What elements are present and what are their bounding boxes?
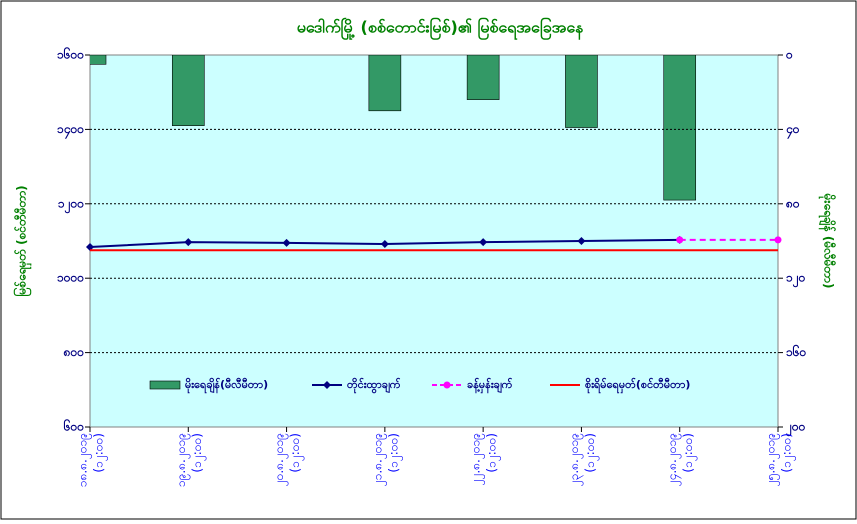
marker xyxy=(86,242,94,251)
x-tick-label: ၁၉.၈.၂၀၁၉ xyxy=(174,433,191,487)
x-tick-sublabel: (၁၂:၀၀) xyxy=(583,433,600,473)
legend-label: ခန့်မှန်းချက် xyxy=(467,377,513,394)
y-axis-title: မြစ်ရေမှတ် (စင်တီမီတာ) xyxy=(12,185,33,296)
y2-tick-label: ၄၀ xyxy=(785,122,800,140)
y2-tick-label: ၀ xyxy=(785,48,793,62)
legend-marker xyxy=(443,381,451,389)
bar xyxy=(466,55,500,100)
bar xyxy=(171,55,205,126)
bar xyxy=(663,55,697,201)
y2-tick-label: ၈၀ xyxy=(785,196,800,210)
x-tick-sublabel: (၁၂:၀၀) xyxy=(780,433,797,473)
marker xyxy=(380,239,389,248)
legend-label: မိုးရေချိန်(မီလီမီတာ) xyxy=(185,377,268,394)
legend-label: စိုးရိမ်ရေမှတ်(စင်တီမီတာ) xyxy=(585,377,690,394)
legend-marker xyxy=(323,381,331,389)
x-tick-label: ၂၄.၈.၂၀၁၉ xyxy=(665,433,682,486)
y-tick-label: ၁၂၀၀ xyxy=(58,196,84,214)
y-tick-label: ၁၀၀၀ xyxy=(57,271,84,285)
y2-tick-label: ၁၂၀ xyxy=(786,271,806,289)
bar xyxy=(90,55,107,65)
x-tick-sublabel: (၁၂:၀၀) xyxy=(485,433,502,473)
marker xyxy=(577,237,586,245)
x-tick-sublabel: (၁၂:၀၀) xyxy=(190,433,207,473)
marker xyxy=(479,238,488,247)
x-tick-label: ၂၀.၈.၂၀၁၉ xyxy=(272,433,289,486)
x-tick-label: ၂၃.၈.၂၀၁၉ xyxy=(567,433,584,486)
legend-label: တိုင်းထွာချက် xyxy=(347,377,401,394)
y-tick-label: ၁၆၀၀ xyxy=(57,46,84,62)
marker xyxy=(774,236,782,244)
marker xyxy=(676,236,684,244)
y-tick-label: ၈၀၀ xyxy=(63,345,85,359)
marker xyxy=(282,238,291,247)
y2-tick-label: ၁၆၀ xyxy=(786,343,807,359)
x-tick-label: ၂၂.၈.၂၀၁၉ xyxy=(469,433,486,485)
x-tick-sublabel: (၁၂:၀၀) xyxy=(288,433,305,473)
x-tick-label: ၁၈.၈.၂၀၁၉ xyxy=(76,433,93,487)
marker xyxy=(184,238,193,247)
x-tick-sublabel: (၁၂:၀၀) xyxy=(386,433,403,473)
x-tick-label: ၂၁.၈.၂၀၁၉ xyxy=(370,433,387,486)
y2-tick-label: ၂၀၀ xyxy=(785,420,806,438)
y-tick-label: ၆၀၀ xyxy=(63,418,85,434)
legend-swatch xyxy=(149,380,181,390)
x-tick-sublabel: (၁၂:၀၀) xyxy=(681,433,698,473)
x-tick-sublabel: (၁၂:၀၀) xyxy=(92,433,109,473)
plot-clip xyxy=(90,55,697,201)
x-tick-label: ၂၅.၈.၂၀၁၉ xyxy=(764,433,781,486)
bar xyxy=(368,55,402,112)
bar xyxy=(565,55,598,128)
y2-axis-title: မိုးရေချိန် (မီလီမီတာ) xyxy=(818,193,838,289)
y-tick-label: ၁၄၀၀ xyxy=(57,122,84,140)
